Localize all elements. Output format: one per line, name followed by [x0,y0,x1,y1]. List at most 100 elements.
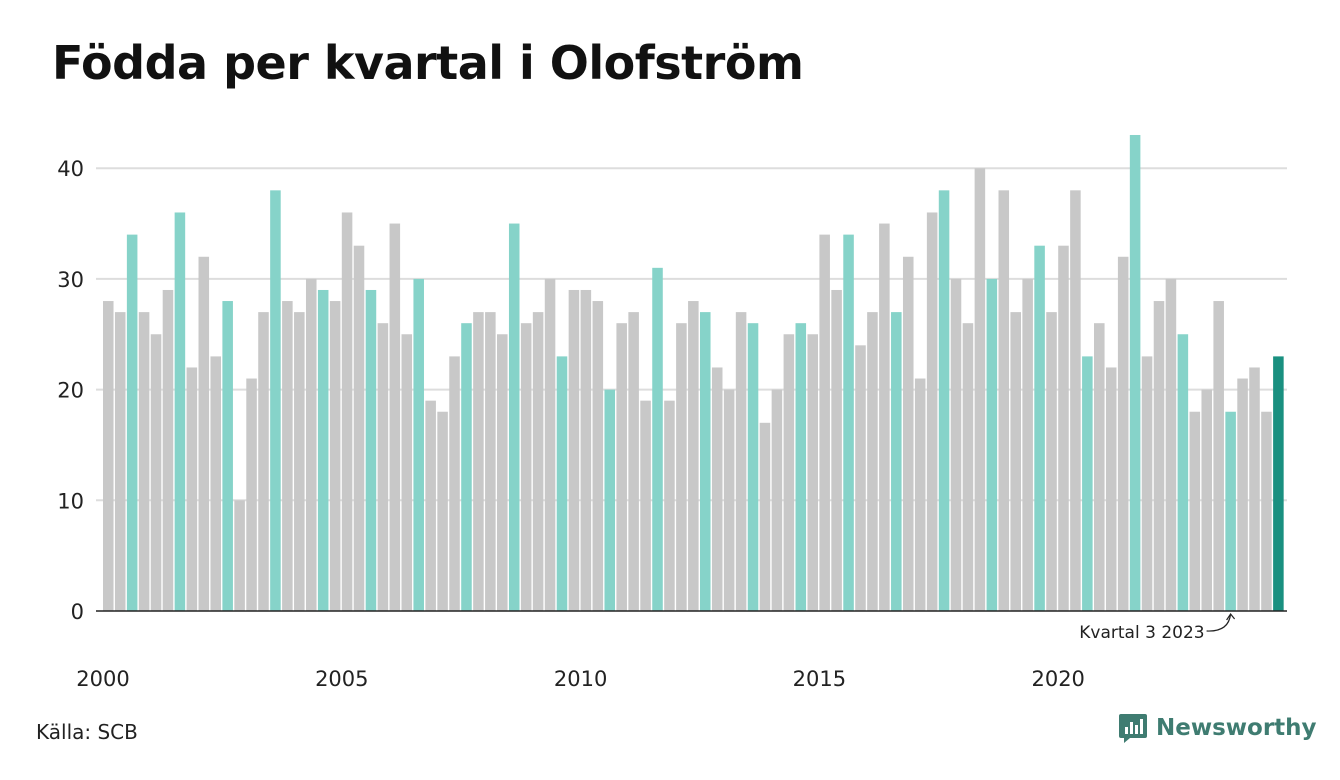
bar [317,289,329,611]
x-tick-label: 2000 [76,667,129,691]
y-tick-label: 20 [57,379,84,403]
bar [114,312,126,611]
bar [401,334,413,611]
bar [1237,378,1248,611]
bar [365,289,377,611]
bar [1249,367,1260,611]
x-tick-label: 2020 [1031,667,1084,691]
bar [210,356,221,611]
bar [497,334,508,611]
annotation-arrow [1206,612,1236,632]
bar [902,256,914,611]
bar [1046,312,1057,611]
bar [1153,301,1165,611]
bar [914,378,926,611]
chart-title: Födda per kvartal i Olofström [52,36,804,90]
bar [138,312,150,611]
bar [843,234,854,611]
bar [485,312,496,611]
bar [1117,256,1129,611]
bar [1010,312,1021,611]
bar [1201,389,1213,611]
bar [162,289,174,611]
bar [1082,356,1093,611]
bar [174,212,186,612]
bar [735,312,747,611]
bar [723,389,735,611]
bar [891,312,902,611]
bar [926,212,938,612]
bar [246,378,257,611]
bar [831,289,842,611]
bar [950,278,962,611]
bar [329,301,341,611]
bar [640,400,651,611]
x-axis-tick-labels: 2000 2005 2010 2015 2020 [76,667,1085,691]
bar [413,278,424,611]
bar [783,334,795,611]
bar [1129,134,1141,612]
bar [305,278,317,611]
bar [425,400,436,611]
bar [592,301,604,611]
annotation-label: Kvartal 3 2023 [1079,623,1204,643]
bar [198,256,210,611]
bar [747,323,759,611]
y-tick-label: 10 [57,489,84,513]
bar [508,223,520,612]
bar [1177,334,1189,611]
bar [664,400,675,611]
bar [1141,356,1153,611]
bar [580,289,592,611]
newsworthy-logo-icon [1119,714,1147,743]
source-note: Källa: SCB [36,720,138,744]
bar [186,367,198,611]
bar [604,389,616,611]
bar [1213,301,1224,611]
bar [676,323,687,611]
bar [986,278,998,611]
bar [461,323,472,611]
bar [1165,278,1177,611]
bar [568,289,580,611]
bar [688,301,699,611]
annotation: Kvartal 3 2023 [1079,612,1236,643]
bar [1261,411,1272,611]
bar [1225,411,1236,611]
y-tick-label: 30 [57,268,84,292]
bar [1070,190,1081,611]
bar [437,411,448,611]
x-tick-label: 2015 [793,667,846,691]
bar [294,312,305,611]
brand-name: Newsworthy [1156,715,1317,741]
newsworthy-logo: Newsworthy [1118,712,1317,744]
bar [103,301,114,611]
bar [879,223,890,612]
bar [520,323,532,611]
bar [556,356,568,611]
bar [258,312,269,611]
bar [234,500,245,611]
bar [819,234,830,611]
bar [126,234,138,611]
bar [353,245,365,611]
bar [473,312,484,611]
bars [103,134,1284,612]
bar [532,312,544,611]
bar [771,389,783,611]
bar [711,367,723,611]
y-tick-label: 40 [57,157,84,181]
bar [855,345,866,611]
bar [700,312,711,611]
bar [1189,411,1201,611]
x-tick-label: 2010 [554,667,607,691]
y-axis-tick-labels: 0 10 20 30 40 [57,157,84,624]
bar [222,301,233,611]
bar [938,190,950,611]
bar [377,323,389,611]
bar [1022,278,1033,611]
bar [962,323,974,611]
bar [867,312,878,611]
x-tick-label: 2005 [315,667,368,691]
